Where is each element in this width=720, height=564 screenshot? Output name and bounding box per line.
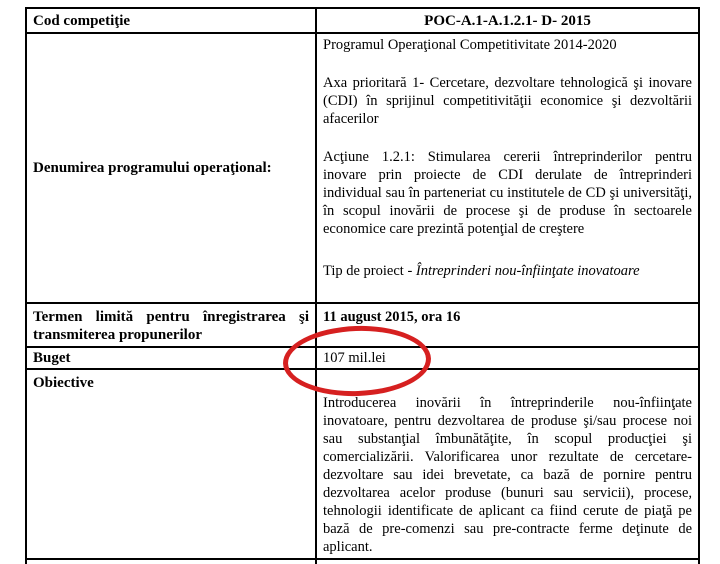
tip-de-proiect-value: Întreprinderi nou-înfiinţate inovatoare xyxy=(415,263,640,279)
tip-de-proiect-line: Tip de proiect - Întreprinderi nou-înfii… xyxy=(323,262,692,280)
next-row-value-cell xyxy=(315,558,700,564)
table-row-buget: Buget 107 mil.lei xyxy=(25,346,700,370)
next-row-label-cell xyxy=(25,558,317,564)
table-row-obiective: Obiective Introducerea inovării în între… xyxy=(25,368,700,560)
tip-de-proiect-prefix: Tip de proiect - xyxy=(323,263,416,279)
denumire-program-value: Programul Operaţional Competitivitate 20… xyxy=(315,32,700,304)
table-row-termen-limita: Termen limită pentru înregistrarea şi tr… xyxy=(25,302,700,348)
axa-prioritara-paragraph: Axa prioritară 1- Cercetare, dezvoltare … xyxy=(323,75,692,127)
cod-competitie-value: POC-A.1-A.1.2.1- D- 2015 xyxy=(315,7,700,34)
actiune-paragraph: Acţiune 1.2.1: Stimularea cererii întrep… xyxy=(323,149,692,237)
table-row-cod-competitie: Cod competiţie POC-A.1-A.1.2.1- D- 2015 xyxy=(25,7,700,34)
table-row-denumire-program: Denumirea programului operaţional: Progr… xyxy=(25,32,700,304)
buget-label: Buget xyxy=(25,346,317,370)
table-row-next-cutoff xyxy=(25,558,700,564)
termen-limita-value: 11 august 2015, ora 16 xyxy=(315,302,700,348)
obiective-label: Obiective xyxy=(25,368,317,560)
obiective-value: Introducerea inovării în întreprinderile… xyxy=(315,368,700,560)
denumire-program-label: Denumirea programului operaţional: xyxy=(25,32,317,304)
buget-value: 107 mil.lei xyxy=(315,346,700,370)
termen-limita-label: Termen limită pentru înregistrarea şi tr… xyxy=(25,302,317,348)
program-operational-paragraph: Programul Operaţional Competitivitate 20… xyxy=(323,37,617,53)
competition-fact-sheet-table: Cod competiţie POC-A.1-A.1.2.1- D- 2015 … xyxy=(25,7,700,564)
cod-competitie-label: Cod competiţie xyxy=(25,7,317,34)
